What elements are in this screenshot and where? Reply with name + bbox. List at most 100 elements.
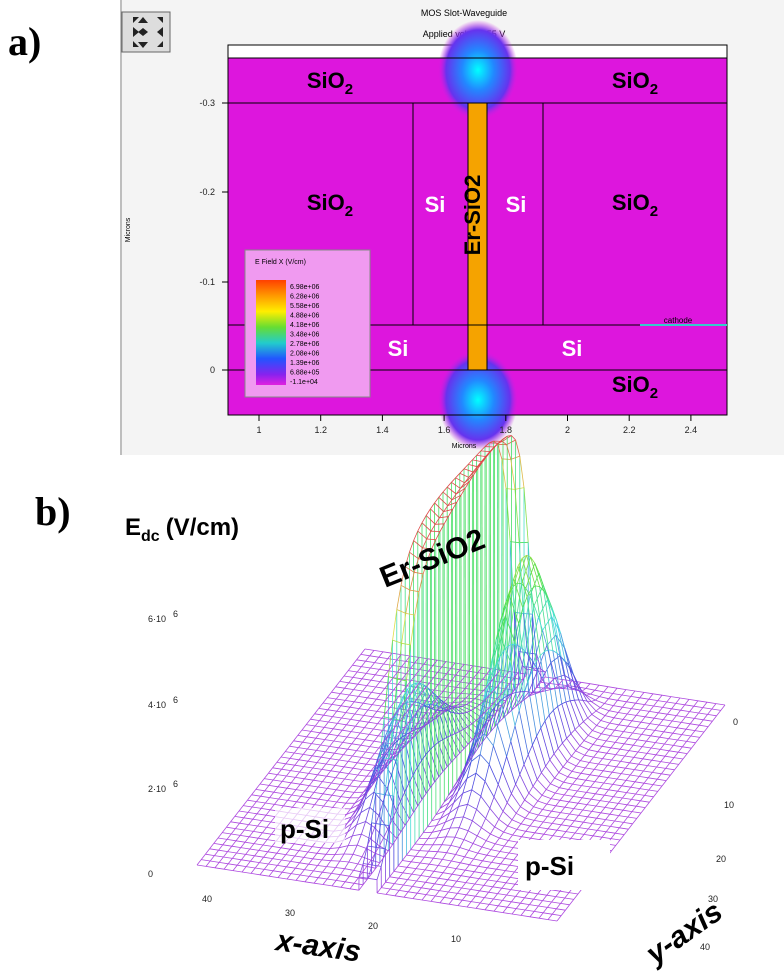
mesh-line [631,782,635,787]
mesh-line [355,709,359,714]
mesh-line [573,784,582,786]
mesh-line [657,779,666,780]
mesh-line [442,845,451,846]
mesh-line [378,718,382,723]
mesh-line [262,821,271,822]
mesh-line [649,694,653,699]
region-label-text: SiO [612,68,650,93]
mesh-line [628,738,637,739]
mesh-line [676,698,680,703]
mesh-line [352,834,361,836]
mesh-line [475,884,484,885]
mesh-line [402,861,411,862]
region-label: Si [562,336,583,361]
mesh-line [462,883,466,888]
mesh-line [469,859,473,865]
mesh-line [648,778,657,779]
mesh-line [372,687,376,692]
mesh-line [282,860,291,861]
mesh-line [561,813,570,814]
mesh-line [233,865,237,870]
mesh-line [604,778,608,783]
mesh-line [496,852,500,857]
mesh-line [577,786,581,791]
mesh-line [615,730,624,731]
mesh-line [375,657,379,662]
mesh-line [417,876,421,882]
mesh-line [356,733,360,738]
mesh-line [273,775,277,780]
mesh-line [609,797,613,802]
mesh-line [362,673,366,678]
mesh-line [457,881,466,882]
mesh-line [249,819,253,824]
mesh-line [529,813,538,816]
mesh-line [501,876,510,877]
mesh-line [365,740,374,741]
mesh-line [277,860,281,865]
mesh-line [672,703,676,708]
mesh-line [516,903,520,908]
mesh-line [274,787,278,792]
mesh-line [610,718,614,723]
mesh-line [638,747,642,752]
mesh-line [315,721,319,726]
mesh-line [541,773,550,784]
mesh-line [624,817,628,822]
mesh-line [425,870,434,871]
mesh-line [330,741,334,746]
mesh-line [350,792,354,797]
mesh-line [291,868,295,873]
mesh-line [308,761,317,762]
mesh-line [490,808,499,819]
mesh-line [632,812,641,813]
mesh-line [281,757,290,758]
x-tick-label: 10 [451,934,461,944]
mesh-line [349,876,358,878]
mesh-line [507,794,511,803]
mesh-line [266,815,275,816]
mesh-line [557,830,566,831]
mesh-line [282,776,286,781]
mesh-line [655,737,659,742]
mesh-line [575,833,584,834]
mesh-line [318,787,327,788]
mesh-line [460,749,464,753]
z-tick-label: 4·10 [148,700,166,710]
mesh-line [301,803,305,808]
mesh-line [620,744,624,749]
mesh-line [393,610,397,641]
mesh-line [378,730,382,735]
mesh-line [550,778,554,784]
mesh-line [360,715,364,720]
mesh-line [619,816,628,817]
mesh-line [665,756,674,757]
mesh-line [250,849,259,850]
mesh-line [561,910,565,915]
mesh-line [390,884,394,889]
mesh-line [341,700,345,705]
mesh-line [274,804,283,805]
mesh-line [562,738,566,743]
mesh-line [317,853,326,854]
mesh-line [535,586,544,652]
region-label-text: SiO [612,190,650,215]
mesh-line [505,871,514,872]
mesh-line [344,761,348,766]
mesh-line [319,721,328,722]
mesh-line [571,838,580,839]
mesh-line [484,885,493,886]
mesh-line [349,695,358,696]
mesh-line [487,850,491,856]
mesh-line [539,918,548,919]
mesh-line [516,807,520,814]
mesh-line [309,876,318,877]
mesh-line [669,751,678,752]
panel-label: b) [35,489,71,534]
mesh-line [562,704,571,734]
mesh-line [256,796,260,801]
mesh-line [623,719,632,720]
mesh-line [537,728,541,736]
mesh-line [601,729,605,734]
mesh-line [611,748,620,749]
